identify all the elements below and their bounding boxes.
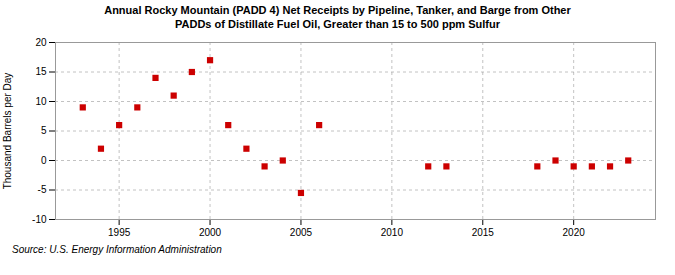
svg-text:10: 10 [35, 95, 47, 106]
svg-text:0: 0 [41, 154, 47, 165]
svg-text:2010: 2010 [381, 226, 404, 237]
svg-text:2000: 2000 [199, 226, 222, 237]
svg-text:-10: -10 [32, 213, 47, 224]
svg-text:20: 20 [35, 36, 47, 47]
html-text:Annual Rocky Mountain (PADD 4): Annual Rocky Mountain (PADD 4) Net Recei… [104, 4, 571, 31]
svg-text:15: 15 [35, 66, 47, 77]
svg-text:2005: 2005 [290, 226, 313, 237]
svg-text:5: 5 [41, 125, 47, 136]
html-text:Source: U.S. Energy Informatio: Source: U.S. Energy Information Administ… [12, 243, 222, 255]
svg-text:-5: -5 [38, 184, 47, 195]
svg-text:1995: 1995 [108, 226, 131, 237]
svg-text:Thousand Barrels per Day: Thousand Barrels per Day [2, 72, 13, 189]
svg-text:2015: 2015 [472, 226, 495, 237]
svg-text:2020: 2020 [563, 226, 586, 237]
